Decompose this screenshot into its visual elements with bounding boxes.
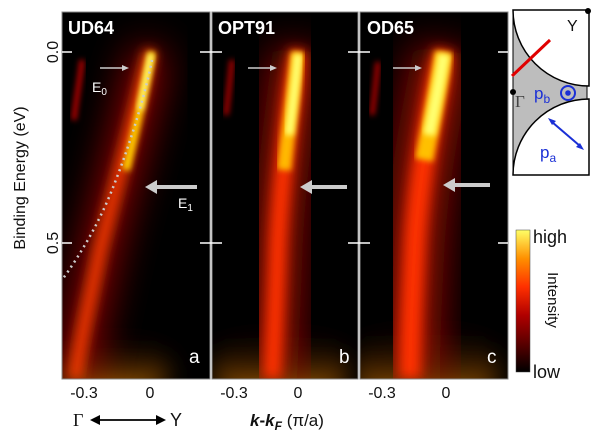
colorbar: high low Intensity: [515, 227, 567, 382]
pb-dot: [565, 90, 571, 96]
pb-label: pb: [534, 84, 550, 106]
panel-c: [360, 12, 508, 379]
panel-c-shadow-band: [369, 61, 381, 116]
panel-b-letter: b: [339, 347, 350, 368]
inset-y-label: Y: [567, 18, 578, 35]
panel-b: [212, 12, 358, 379]
pa-label: pa: [540, 143, 556, 165]
brillouin-zone-inset: Y Γ pb pa: [510, 8, 591, 176]
xtick-c-1: 0: [442, 385, 451, 402]
xtick-c-0: -0.3: [368, 385, 396, 402]
panel-a-shadow-band: [71, 59, 85, 121]
xtick-b-0: -0.3: [220, 385, 248, 402]
pb-out-of-plane-icon: [560, 85, 576, 101]
panel-b-shadow-band: [223, 59, 235, 116]
xtick-a-1: 0: [146, 385, 155, 402]
panel-c-frame: [359, 11, 509, 380]
pa-arrowhead-end: [576, 143, 584, 150]
panel-a-frame: [61, 11, 211, 380]
gamma-point-dot: [510, 89, 516, 95]
colorbar-low-label: low: [533, 362, 561, 382]
x-axis-label: k-kF (π/a): [250, 411, 324, 433]
y-point-dot: [585, 8, 591, 14]
inset-bottom-fermi-pocket: [512, 98, 590, 176]
xtick-a-0: -0.3: [70, 385, 98, 402]
panel-c-title: OD65: [367, 18, 414, 38]
gamma-label: Γ: [73, 410, 83, 430]
panel-a: [62, 12, 210, 379]
inset-gamma-label: Γ: [515, 92, 525, 111]
panel-c-band-peak: [423, 53, 450, 137]
inset-cut-line: [510, 38, 552, 78]
panel-b-title: OPT91: [218, 18, 275, 38]
e1-arrows: [145, 178, 490, 194]
e1-label: E1: [178, 195, 193, 214]
panel-b-band-peak: [284, 53, 303, 136]
y-axis-label: Binding Energy (eV): [12, 106, 29, 249]
e0-label: E0: [92, 79, 107, 98]
direction-arrow-right-head: [156, 415, 166, 425]
colorbar-title: Intensity: [544, 272, 561, 328]
pa-arrowhead-start: [548, 118, 556, 125]
colorbar-high-label: high: [533, 227, 567, 247]
panel-a-letter: a: [189, 347, 200, 368]
panel-b-frame: [211, 11, 359, 380]
e0-arrows: [100, 65, 422, 71]
panel-c-letter: c: [487, 347, 497, 368]
panel-a-band-peak: [137, 53, 154, 111]
y-direction-label: Y: [170, 410, 182, 430]
direction-arrow-left-head: [90, 415, 100, 425]
y-tick-marks: [62, 51, 508, 244]
ytick-label-0: 0.0: [45, 41, 62, 63]
pa-vector-line: [551, 121, 581, 147]
panel-a-title: UD64: [68, 18, 114, 38]
gamma-y-direction: Γ Y: [73, 410, 182, 430]
inset-top-fermi-pocket: [512, 9, 590, 87]
colorbar-gradient: [515, 229, 531, 373]
ytick-label-1: 0.5: [45, 232, 62, 254]
xtick-b-1: 0: [294, 385, 303, 402]
